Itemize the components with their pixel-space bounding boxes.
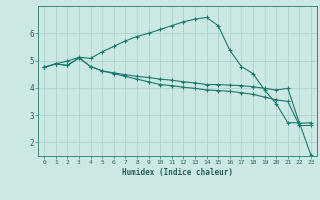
- X-axis label: Humidex (Indice chaleur): Humidex (Indice chaleur): [122, 168, 233, 177]
